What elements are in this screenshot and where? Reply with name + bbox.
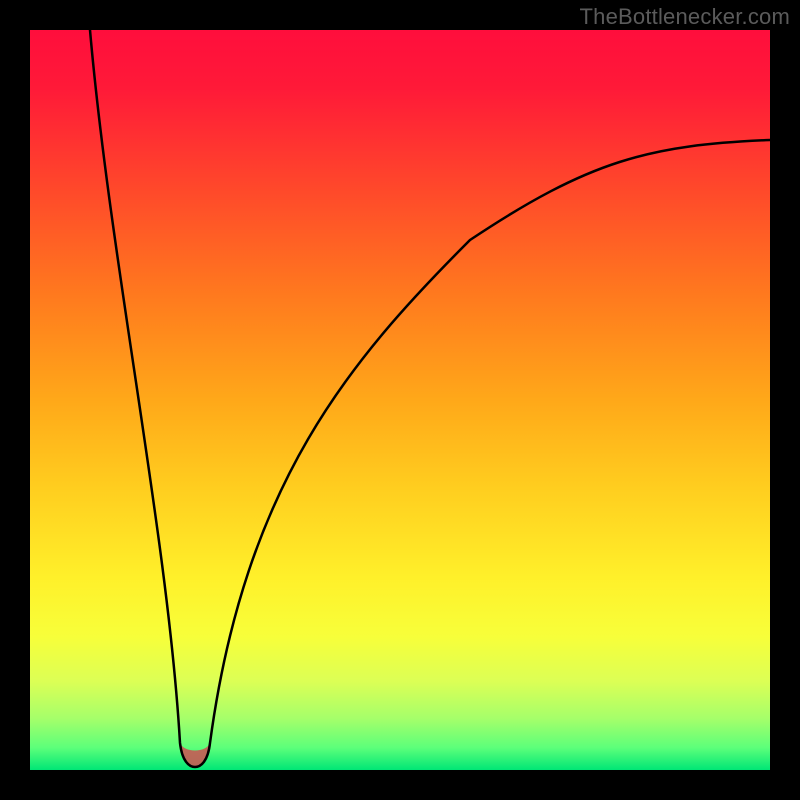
gradient-background (30, 30, 770, 770)
attribution-watermark: TheBottlenecker.com (580, 4, 790, 30)
bottleneck-chart-svg (0, 0, 800, 800)
chart-root: TheBottlenecker.com (0, 0, 800, 800)
